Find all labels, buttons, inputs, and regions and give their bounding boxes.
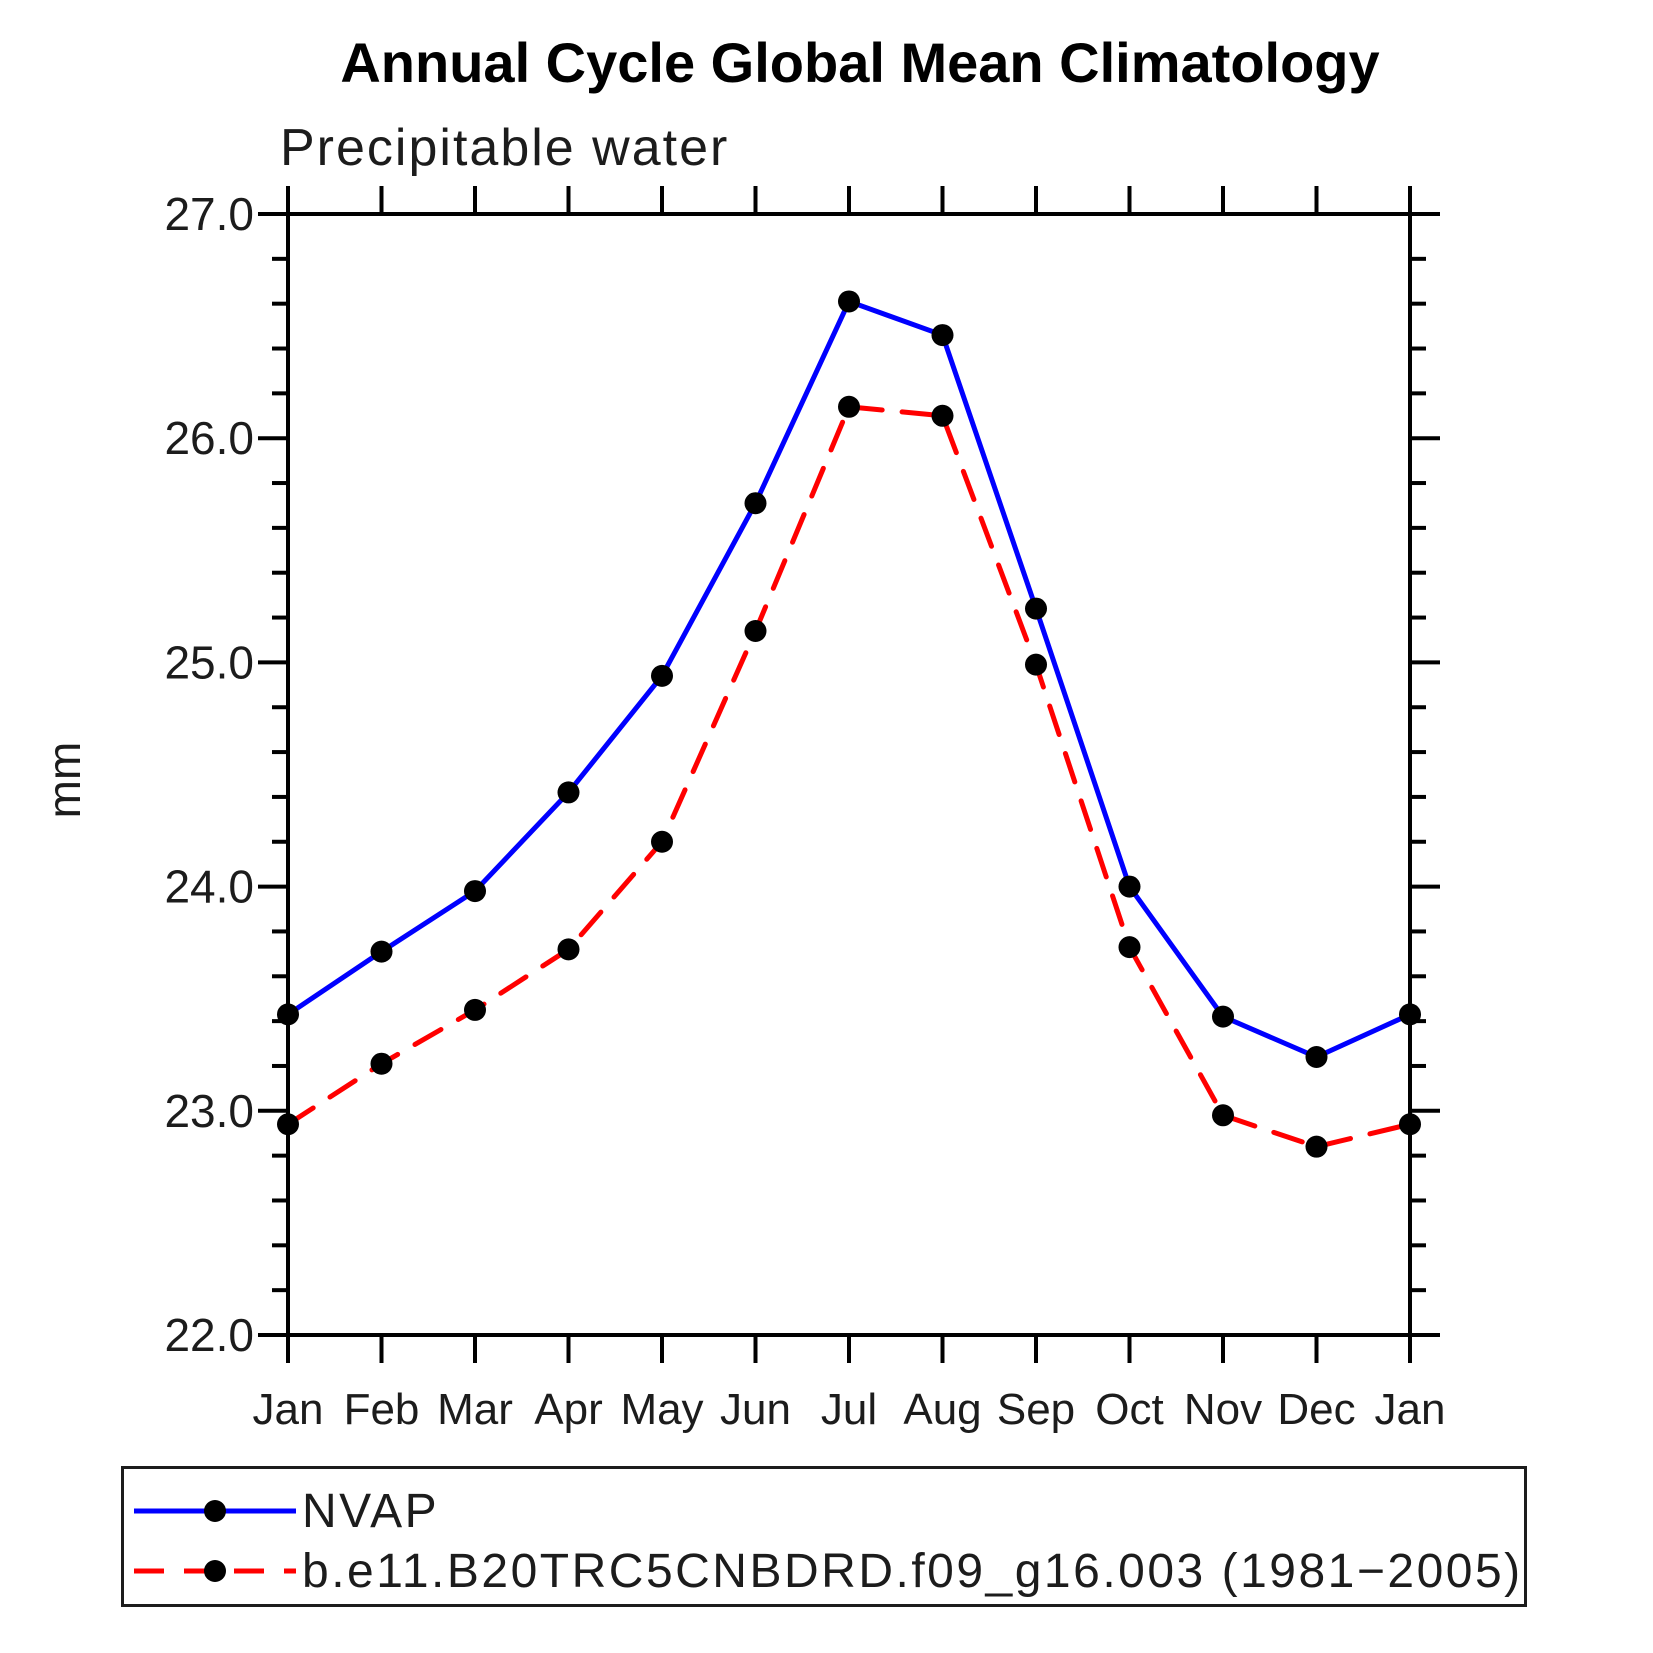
- series-0-marker: [1399, 1003, 1421, 1026]
- x-tick-label: Jan: [1375, 1385, 1446, 1434]
- x-tick-label: Sep: [997, 1385, 1075, 1434]
- legend-sample-model-line: [134, 1560, 296, 1582]
- y-tick-label: 22.0: [164, 1309, 254, 1361]
- series-1-marker: [1399, 1113, 1421, 1136]
- series-1-marker: [744, 620, 767, 643]
- series-0-marker: [1118, 875, 1141, 898]
- series-0-marker: [1305, 1045, 1328, 1068]
- chart-title: Annual Cycle Global Mean Climatology: [340, 31, 1380, 94]
- series-1-marker: [931, 404, 954, 427]
- y-tick-label: 23.0: [164, 1085, 254, 1137]
- plot-frame: [286, 212, 1412, 1337]
- x-tick-label: Jan: [253, 1385, 324, 1434]
- series-0-marker: [931, 324, 954, 347]
- x-tick-label: Nov: [1184, 1385, 1262, 1434]
- series-0-marker: [838, 290, 860, 313]
- legend-row-nvap: NVAP: [130, 1481, 1524, 1541]
- y-axis-label: mm: [38, 742, 90, 819]
- legend-marker-icon: [204, 1560, 226, 1582]
- legend: NVAP b.e11.B20TRC5CNBDRD.f09_g16.003 (19…: [121, 1466, 1527, 1607]
- chart-subtitle: Precipitable water: [280, 119, 730, 177]
- legend-label-nvap: NVAP: [302, 1484, 440, 1538]
- legend-marker-icon: [204, 1500, 226, 1522]
- x-tick-label: May: [620, 1385, 703, 1434]
- x-tick-label: Jul: [821, 1385, 877, 1434]
- series-1-marker: [838, 395, 860, 418]
- series-0-marker: [557, 781, 580, 804]
- series-1-marker: [277, 1113, 299, 1136]
- x-tick-label: Feb: [344, 1385, 420, 1434]
- series-0-marker: [1212, 1005, 1234, 1028]
- series-1-marker: [651, 830, 673, 853]
- series-0-marker: [370, 940, 393, 963]
- y-tick-label: 24.0: [164, 861, 254, 913]
- series-0-marker: [744, 492, 767, 515]
- series-1-marker: [557, 938, 580, 961]
- series-1-marker: [1212, 1104, 1234, 1127]
- x-tick-label: Dec: [1277, 1385, 1355, 1434]
- series-1-marker: [370, 1052, 393, 1075]
- series-1-marker: [1118, 936, 1141, 959]
- y-tick-label: 26.0: [164, 412, 254, 464]
- x-tick-label: Jun: [720, 1385, 791, 1434]
- series-0-marker: [277, 1003, 299, 1026]
- legend-sample-nvap-line: [134, 1500, 296, 1522]
- series-1-marker: [1305, 1135, 1328, 1158]
- x-tick-label: Oct: [1095, 1385, 1163, 1434]
- legend-label-model: b.e11.B20TRC5CNBDRD.f09_g16.003 (1981−20…: [302, 1544, 1523, 1598]
- series-1-marker: [464, 998, 486, 1021]
- series-0-marker: [651, 664, 673, 687]
- series-1-marker: [1025, 653, 1047, 676]
- y-tick-label: 25.0: [164, 636, 254, 688]
- x-tick-label: Apr: [534, 1385, 602, 1434]
- x-tick-label: Aug: [903, 1385, 981, 1434]
- series-0-marker: [464, 880, 486, 903]
- y-tick-label: 27.0: [164, 188, 254, 240]
- series-line-1: [285, 404, 1413, 1150]
- series-0-marker: [1025, 597, 1047, 620]
- x-tick-label: Mar: [437, 1385, 513, 1434]
- legend-row-model: b.e11.B20TRC5CNBDRD.f09_g16.003 (1981−20…: [130, 1541, 1524, 1601]
